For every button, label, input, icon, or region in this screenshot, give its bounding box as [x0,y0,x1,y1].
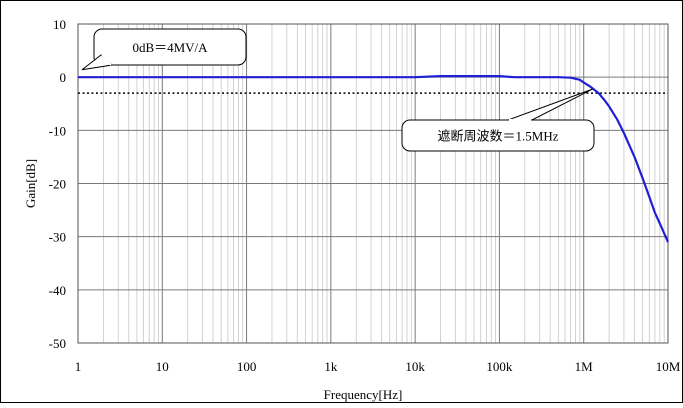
y-tick-label: -20 [49,177,66,192]
x-tick-label: 10 [156,359,169,374]
annotation-seam [101,54,112,66]
y-tick-label: -50 [49,336,66,351]
y-tick-label: 0 [60,70,67,85]
annotation-box [93,28,247,66]
x-tick-label: 100 [237,359,257,374]
plot-border [77,23,669,344]
series-line-0 [78,74,670,243]
x-tick-label: 10k [405,359,425,374]
annotation-label: 遮断周波数＝1.5MHz [438,129,559,144]
y-tick-label: -30 [49,230,66,245]
x-axis-title: Frequency[Hz] [324,387,403,402]
x-tick-label: 1M [575,359,594,374]
x-tick-label: 1 [75,359,82,374]
x-tick-label: 100k [486,359,513,374]
annotation-box [401,119,595,152]
y-tick-label: 10 [53,17,66,32]
y-tick-label: -40 [49,283,66,298]
x-tick-label: 10M [656,359,681,374]
x-tick-label: 1k [324,359,338,374]
y-tick-label: -10 [49,123,66,138]
annotation-label: 0dB＝4MV/A [132,40,208,55]
y-axis-title: Gain[dB] [23,159,38,208]
